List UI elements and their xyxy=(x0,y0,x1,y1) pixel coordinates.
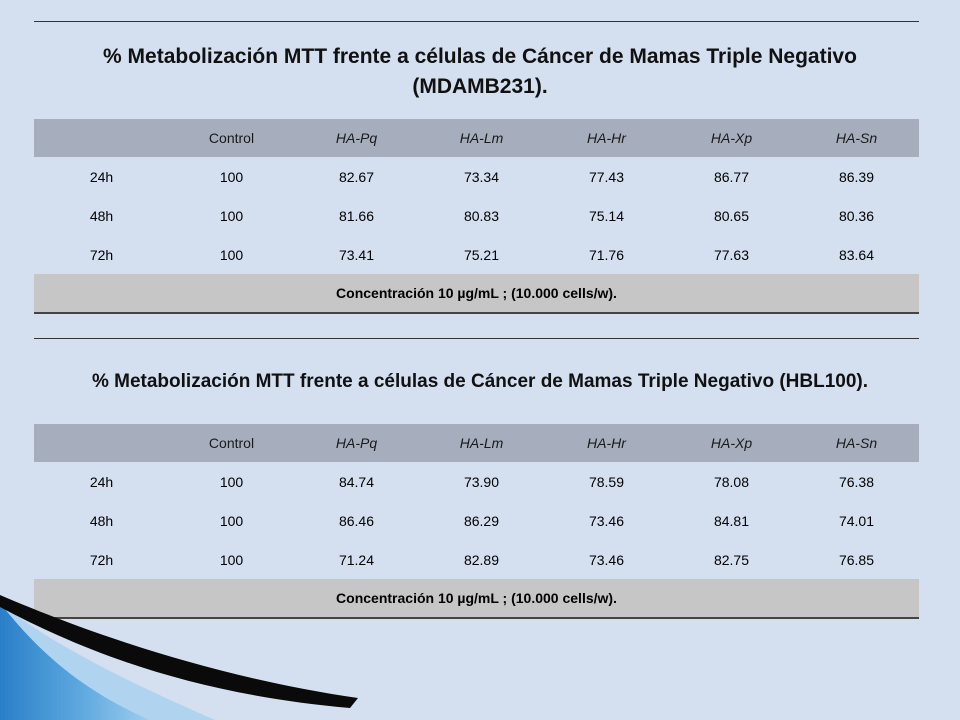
table-cell: 86.77 xyxy=(713,168,750,185)
row-label: 48h xyxy=(89,512,114,529)
table-cell: 76.85 xyxy=(838,551,875,568)
table-cell: 100 xyxy=(219,551,244,568)
table-row: 72h 100 71.24 82.89 73.46 82.75 76.85 xyxy=(34,540,919,579)
top-divider xyxy=(34,21,919,22)
table-cell: 84.81 xyxy=(713,512,750,529)
table1-title-line1: % Metabolización MTT frente a células de… xyxy=(103,45,857,68)
table-row: 24h 100 82.67 73.34 77.43 86.77 86.39 xyxy=(34,157,919,196)
swoosh-light-band xyxy=(0,603,215,720)
table2-col-ha-sn: HA-Sn xyxy=(794,424,919,462)
table2-col-ha-xp: HA-Xp xyxy=(669,424,794,462)
table-cell: 100 xyxy=(219,246,244,263)
row-label: 72h xyxy=(89,246,114,263)
table1-title: % Metabolización MTT frente a células de… xyxy=(30,42,930,102)
table2-col-ha-pq: HA-Pq xyxy=(294,424,419,462)
table2-col-ha-lm: HA-Lm xyxy=(419,424,544,462)
table-cell: 75.21 xyxy=(463,246,500,263)
table-cell: 83.64 xyxy=(838,246,875,263)
table-cell: 71.24 xyxy=(338,551,375,568)
table2-title: % Metabolización MTT frente a células de… xyxy=(30,368,930,396)
table-cell: 73.46 xyxy=(588,512,625,529)
table-cell: 80.65 xyxy=(713,207,750,224)
table-cell: 100 xyxy=(219,168,244,185)
swoosh-black-band xyxy=(0,595,358,708)
table1-col-control: Control xyxy=(169,119,294,157)
swoosh-blue-band xyxy=(0,603,150,720)
table-cell: 82.67 xyxy=(338,168,375,185)
row-label: 24h xyxy=(89,168,114,185)
table1-col-ha-pq: HA-Pq xyxy=(294,119,419,157)
middle-divider xyxy=(34,338,919,339)
table-cell: 80.83 xyxy=(463,207,500,224)
table-row: 48h 100 81.66 80.83 75.14 80.65 80.36 xyxy=(34,196,919,235)
table1-corner-cell xyxy=(34,119,169,157)
table1: Control HA-Pq HA-Lm HA-Hr HA-Xp HA-Sn 24… xyxy=(34,119,919,314)
table-row: 72h 100 73.41 75.21 71.76 77.63 83.64 xyxy=(34,235,919,274)
table2-footnote: Concentración 10 µg/mL ; (10.000 cells/w… xyxy=(34,579,919,619)
table-row: 48h 100 86.46 86.29 73.46 84.81 74.01 xyxy=(34,501,919,540)
table-cell: 100 xyxy=(219,207,244,224)
table2-col-ha-hr: HA-Hr xyxy=(544,424,669,462)
table-cell: 82.75 xyxy=(713,551,750,568)
table1-col-ha-xp: HA-Xp xyxy=(669,119,794,157)
table-cell: 75.14 xyxy=(588,207,625,224)
table-cell: 100 xyxy=(219,473,244,490)
table1-footnote: Concentración 10 µg/mL ; (10.000 cells/w… xyxy=(34,274,919,314)
table2-corner-cell xyxy=(34,424,169,462)
table-cell: 86.39 xyxy=(838,168,875,185)
table-row: 24h 100 84.74 73.90 78.59 78.08 76.38 xyxy=(34,462,919,501)
table2-title-line1: % Metabolización MTT frente a células de… xyxy=(91,371,869,392)
table1-header-row: Control HA-Pq HA-Lm HA-Hr HA-Xp HA-Sn xyxy=(34,119,919,157)
table2-header-row: Control HA-Pq HA-Lm HA-Hr HA-Xp HA-Sn xyxy=(34,424,919,462)
table-cell: 78.59 xyxy=(588,473,625,490)
table2-col-control: Control xyxy=(169,424,294,462)
corner-swoosh-decoration xyxy=(0,595,358,720)
row-label: 48h xyxy=(89,207,114,224)
table-cell: 76.38 xyxy=(838,473,875,490)
table1-col-ha-lm: HA-Lm xyxy=(419,119,544,157)
table-cell: 86.46 xyxy=(338,512,375,529)
table-cell: 73.90 xyxy=(463,473,500,490)
table-cell: 84.74 xyxy=(338,473,375,490)
table-cell: 73.41 xyxy=(338,246,375,263)
row-label: 24h xyxy=(89,473,114,490)
table1-col-ha-hr: HA-Hr xyxy=(544,119,669,157)
table-cell: 71.76 xyxy=(588,246,625,263)
row-label: 72h xyxy=(89,551,114,568)
table-cell: 77.63 xyxy=(713,246,750,263)
table-cell: 73.34 xyxy=(463,168,500,185)
table2-footer-row: Concentración 10 µg/mL ; (10.000 cells/w… xyxy=(34,579,919,619)
table-cell: 77.43 xyxy=(588,168,625,185)
table-cell: 82.89 xyxy=(463,551,500,568)
table1-footer-row: Concentración 10 µg/mL ; (10.000 cells/w… xyxy=(34,274,919,314)
table-cell: 100 xyxy=(219,512,244,529)
table1-title-line2: (MDAMB231). xyxy=(412,75,548,98)
table1-col-ha-sn: HA-Sn xyxy=(794,119,919,157)
table-cell: 74.01 xyxy=(838,512,875,529)
table2: Control HA-Pq HA-Lm HA-Hr HA-Xp HA-Sn 24… xyxy=(34,424,919,619)
table-cell: 78.08 xyxy=(713,473,750,490)
table-cell: 81.66 xyxy=(338,207,375,224)
table-cell: 80.36 xyxy=(838,207,875,224)
table-cell: 86.29 xyxy=(463,512,500,529)
table-cell: 73.46 xyxy=(588,551,625,568)
